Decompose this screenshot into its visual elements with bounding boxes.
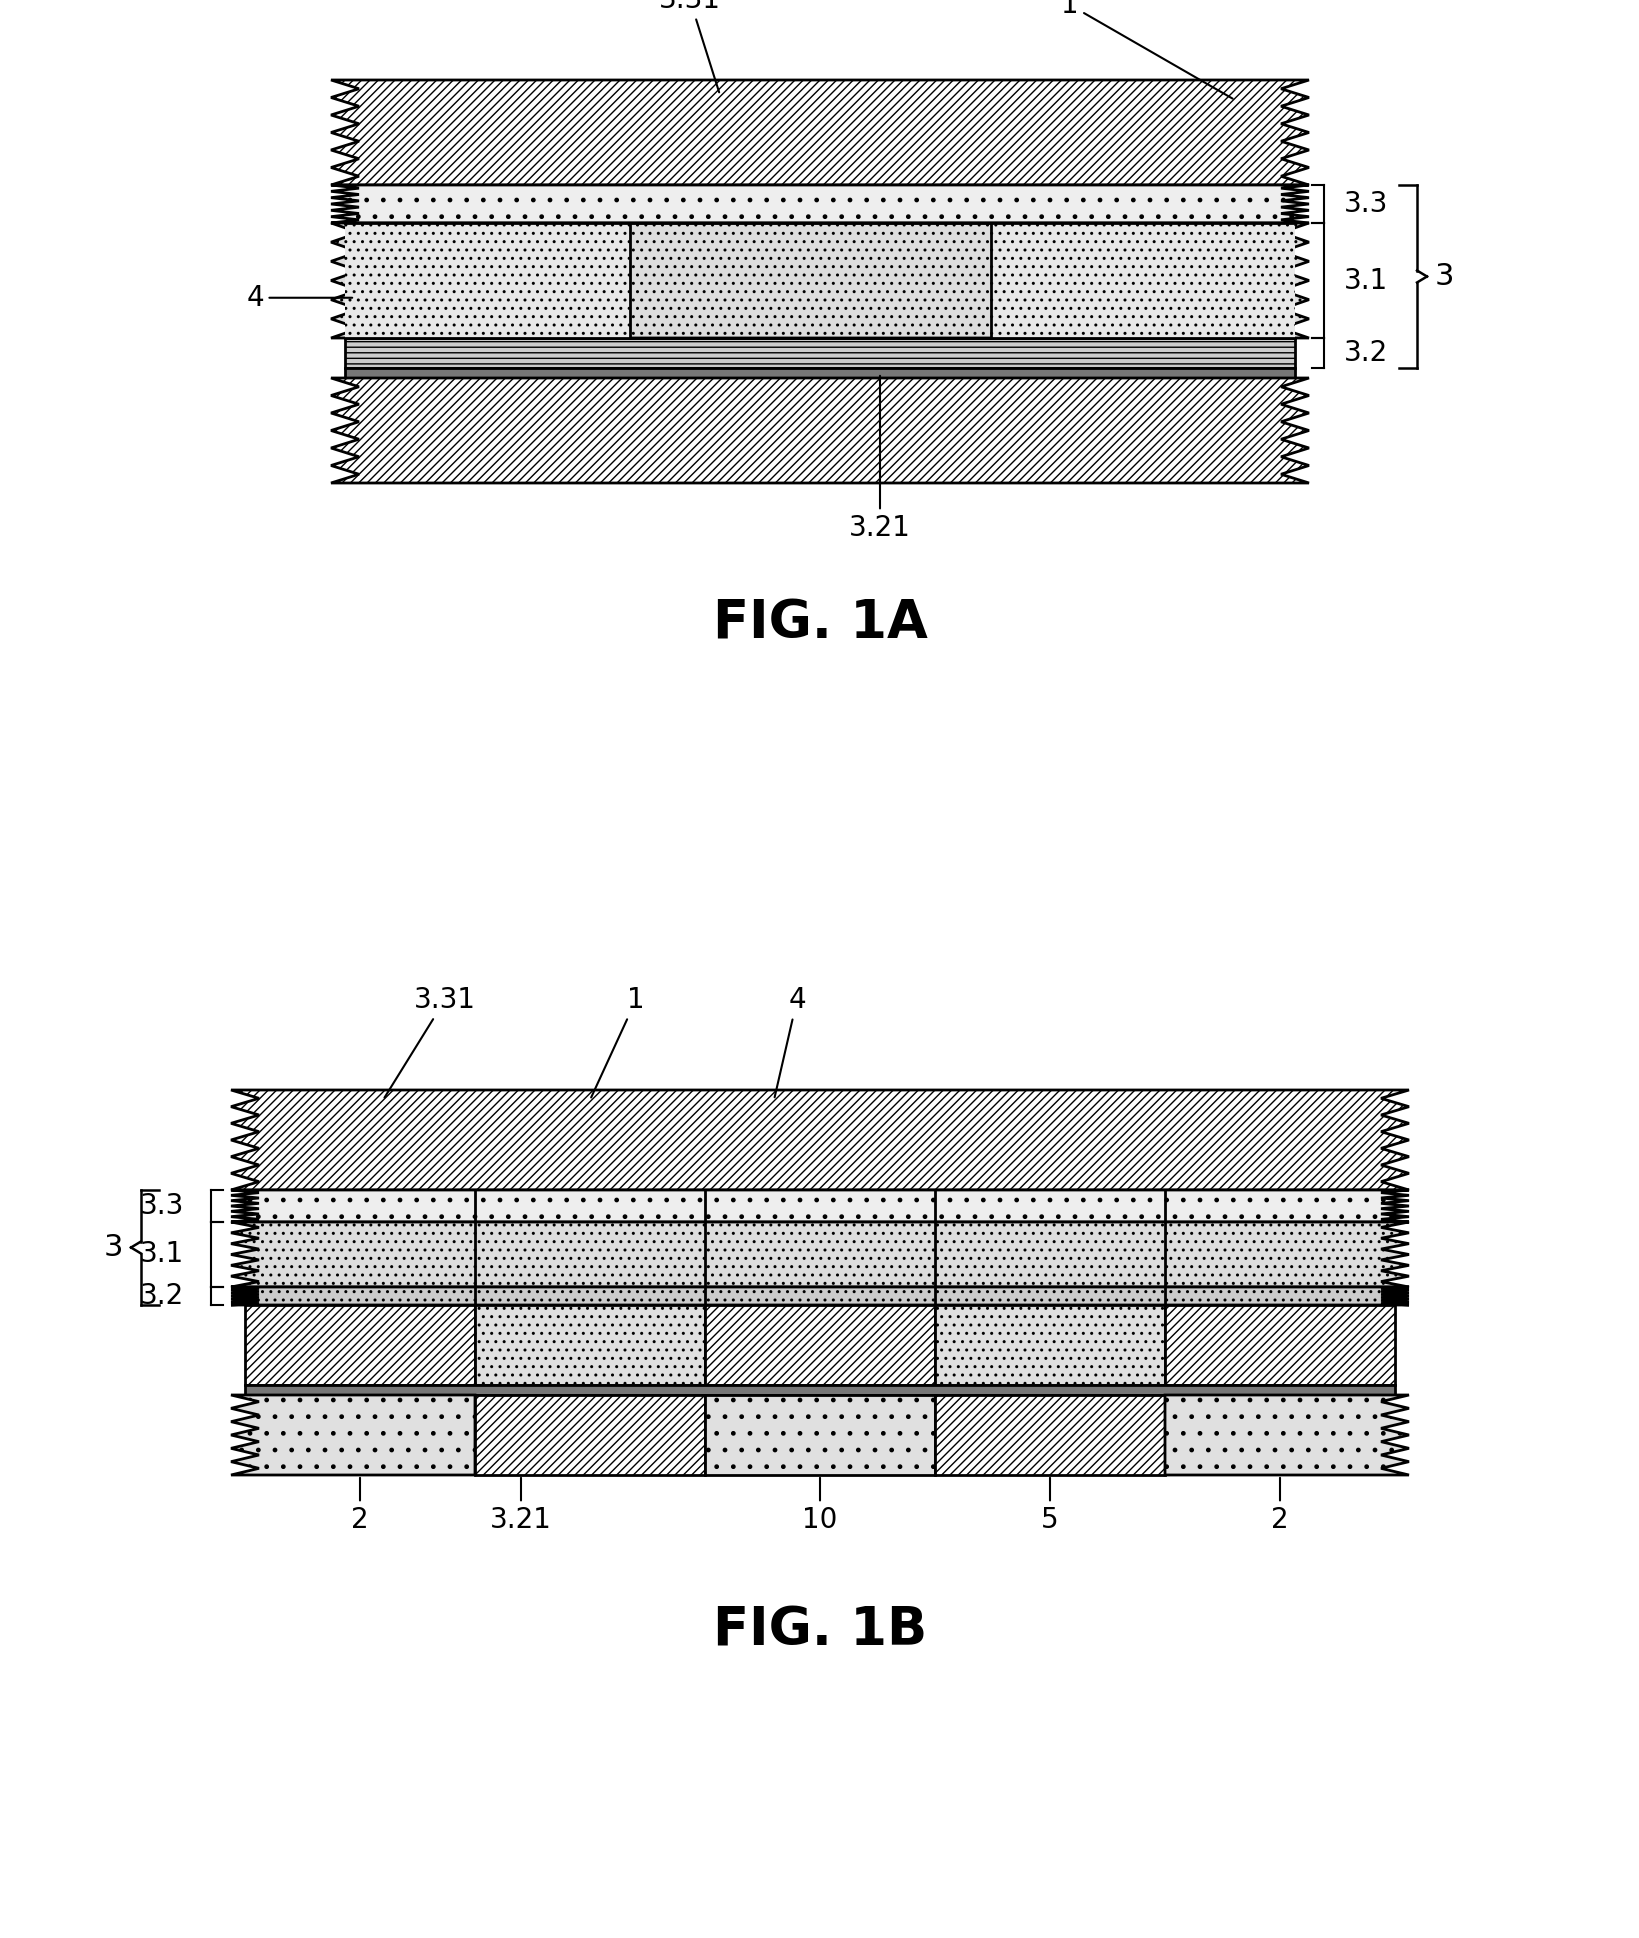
Text: 1: 1 <box>1060 0 1233 99</box>
Text: 3.31: 3.31 <box>659 0 721 93</box>
Text: 3.31: 3.31 <box>384 986 475 1097</box>
Polygon shape <box>331 184 1308 223</box>
Bar <box>705 1395 934 1475</box>
Text: 2: 2 <box>1270 1479 1288 1535</box>
Bar <box>244 1304 475 1386</box>
Text: 3.3: 3.3 <box>139 1192 184 1221</box>
Text: 10: 10 <box>801 1479 838 1535</box>
Polygon shape <box>331 223 1308 337</box>
Polygon shape <box>231 1190 1408 1223</box>
Polygon shape <box>1164 1395 1408 1475</box>
Bar <box>344 223 629 337</box>
Polygon shape <box>231 1089 1408 1190</box>
Polygon shape <box>231 1287 1408 1304</box>
Bar <box>344 337 1295 368</box>
Text: 3.21: 3.21 <box>490 1479 552 1535</box>
Bar <box>1164 1304 1395 1386</box>
Text: 3.1: 3.1 <box>139 1240 184 1269</box>
Polygon shape <box>231 1223 1408 1287</box>
Bar <box>475 1304 705 1386</box>
Text: 3.1: 3.1 <box>1344 267 1387 295</box>
Text: 3: 3 <box>103 1233 123 1262</box>
Text: 4: 4 <box>774 986 805 1097</box>
Bar <box>934 1395 1164 1475</box>
Text: 3.2: 3.2 <box>1344 339 1387 366</box>
Text: FIG. 1A: FIG. 1A <box>711 597 928 649</box>
Polygon shape <box>231 1395 475 1475</box>
Text: 3.3: 3.3 <box>1344 190 1388 217</box>
Text: FIG. 1B: FIG. 1B <box>713 1605 926 1655</box>
Bar <box>244 1386 1395 1395</box>
Text: 3.21: 3.21 <box>849 376 910 543</box>
Bar <box>475 1395 705 1475</box>
Bar <box>934 1304 1164 1386</box>
Polygon shape <box>331 79 1308 184</box>
Bar <box>344 368 1295 378</box>
Text: 3: 3 <box>1434 262 1454 291</box>
Bar <box>705 1304 934 1386</box>
Text: 3.2: 3.2 <box>139 1283 184 1310</box>
Text: 1: 1 <box>590 986 644 1097</box>
Text: 4: 4 <box>246 283 352 312</box>
Bar <box>990 223 1295 337</box>
Polygon shape <box>331 378 1308 483</box>
Text: 2: 2 <box>351 1479 369 1535</box>
Text: 5: 5 <box>1041 1479 1059 1535</box>
